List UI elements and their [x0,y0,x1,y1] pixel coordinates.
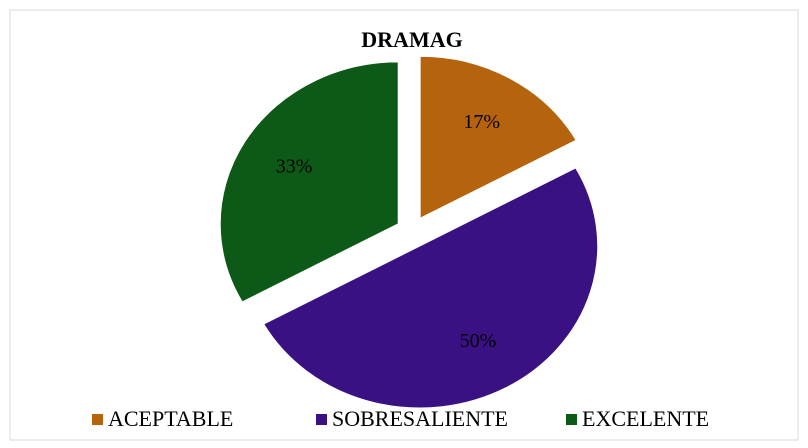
legend-label: ACEPTABLE [108,406,233,431]
data-label: 50% [460,330,497,352]
chart-title: DRAMAG [361,27,462,52]
pie-slice [219,61,399,303]
legend-label: SOBRESALIENTE [332,406,508,431]
legend-swatch [566,414,577,425]
pie-slice [263,167,599,409]
data-label: 17% [463,111,500,133]
legend-label: EXCELENTE [582,406,709,431]
legend-swatch [92,414,103,425]
pie-slice [419,55,577,220]
legend-swatch [316,414,327,425]
data-label: 33% [276,155,313,177]
